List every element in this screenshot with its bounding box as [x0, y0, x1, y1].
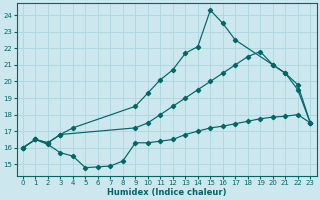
X-axis label: Humidex (Indice chaleur): Humidex (Indice chaleur): [107, 188, 226, 197]
